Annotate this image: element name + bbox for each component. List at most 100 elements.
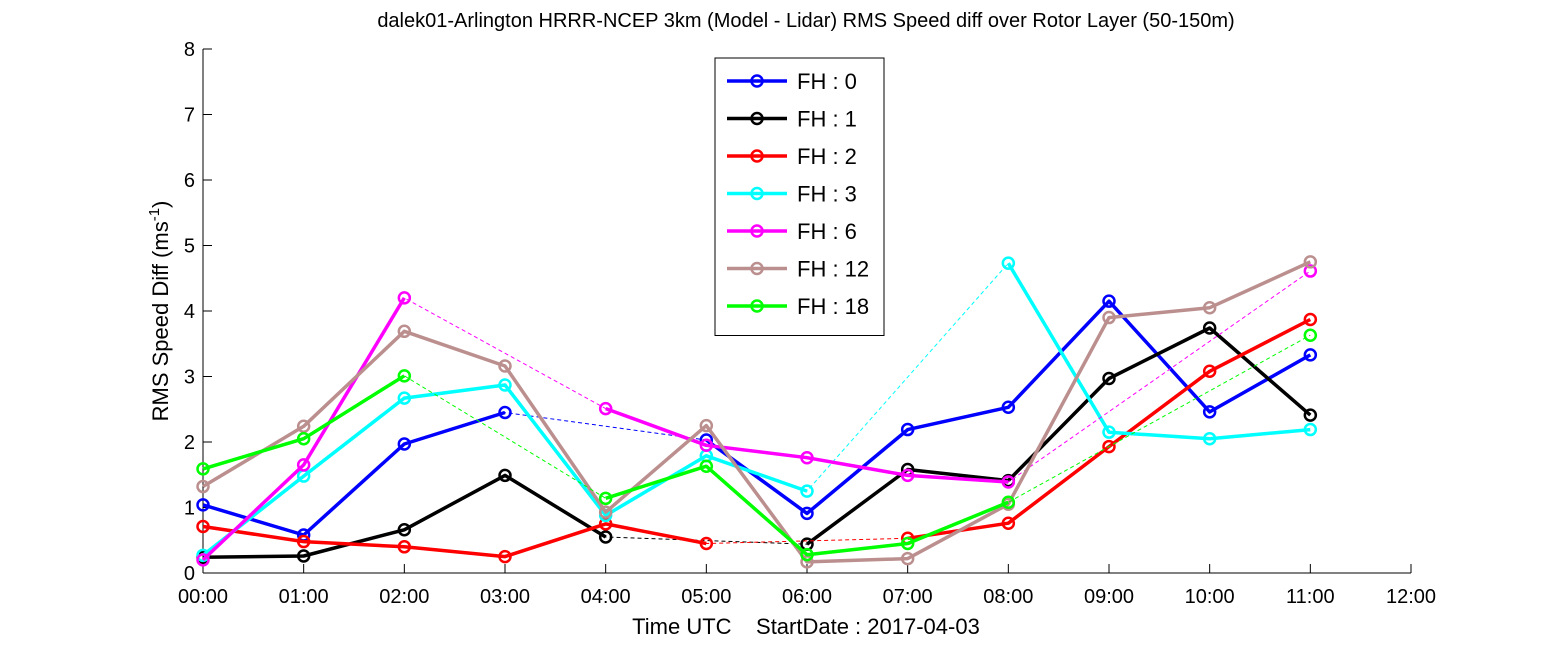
data-point bbox=[800, 506, 814, 521]
data-point bbox=[598, 530, 613, 544]
legend: FH : 0 FH : 1 FH : 2 FH : 3 FH : 6 FH : 12 FH … bbox=[714, 57, 885, 336]
data-point bbox=[296, 431, 311, 446]
data-point bbox=[1303, 422, 1318, 437]
data-point bbox=[900, 536, 915, 551]
data-point bbox=[196, 553, 210, 567]
data-point bbox=[1001, 516, 1016, 530]
data-point bbox=[1001, 495, 1016, 510]
y-tick-label: 5 bbox=[184, 236, 195, 258]
data-point bbox=[1001, 400, 1016, 415]
y-axis-label-superscript: -1 bbox=[146, 208, 163, 221]
legend-marker bbox=[750, 261, 764, 276]
data-point bbox=[1202, 405, 1217, 419]
data-point bbox=[196, 462, 210, 476]
data-point bbox=[598, 505, 613, 519]
data-point bbox=[296, 549, 311, 563]
data-point bbox=[1303, 264, 1318, 278]
legend-label: FH : 2 bbox=[797, 144, 857, 169]
y-tick-label: 8 bbox=[184, 39, 195, 61]
y-tick-label: 4 bbox=[184, 301, 195, 323]
y-axis-label: RMS Speed Diff (ms-1) bbox=[146, 201, 173, 422]
data-point bbox=[296, 534, 311, 549]
data-point bbox=[1303, 328, 1318, 342]
legend-marker bbox=[750, 74, 764, 88]
series-line bbox=[202, 473, 607, 560]
series-4 bbox=[196, 264, 1318, 567]
x-tick-label: 01:00 bbox=[279, 586, 329, 608]
data-point bbox=[598, 491, 613, 506]
data-point bbox=[397, 540, 412, 554]
x-tick-label: 10:00 bbox=[1185, 586, 1235, 608]
series-0 bbox=[196, 294, 1318, 542]
data-point bbox=[196, 479, 210, 494]
data-point bbox=[1303, 408, 1318, 422]
x-tick-label: 09:00 bbox=[1084, 586, 1134, 608]
series-line bbox=[201, 383, 808, 557]
y-tick-label: 3 bbox=[184, 367, 195, 389]
data-point bbox=[598, 401, 613, 416]
series-line bbox=[705, 299, 1312, 516]
series-line bbox=[201, 296, 406, 562]
legend-marker bbox=[750, 186, 764, 201]
x-axis-label: Time UTC StartDate : 2017-04-03 bbox=[632, 614, 980, 639]
data-point bbox=[1102, 439, 1116, 454]
data-point bbox=[1001, 256, 1016, 270]
data-point bbox=[498, 405, 512, 420]
legend-marker bbox=[750, 111, 764, 126]
data-point bbox=[196, 519, 210, 534]
data-point bbox=[900, 422, 915, 437]
data-point bbox=[699, 438, 714, 453]
data-point bbox=[1001, 475, 1016, 489]
data-point bbox=[397, 523, 412, 537]
data-point bbox=[699, 536, 714, 551]
series-line bbox=[202, 522, 707, 559]
y-tick-label: 7 bbox=[184, 105, 195, 127]
y-axis-label-main: RMS Speed Diff (ms bbox=[148, 221, 173, 421]
data-point bbox=[498, 468, 512, 483]
x-tick-label: 11:00 bbox=[1286, 586, 1335, 608]
data-point bbox=[1303, 348, 1318, 362]
y-tick-label: 6 bbox=[184, 170, 195, 192]
data-point bbox=[498, 549, 512, 564]
data-point bbox=[1102, 425, 1116, 439]
x-tick-label: 03:00 bbox=[480, 586, 530, 608]
data-point bbox=[1102, 310, 1116, 325]
data-point bbox=[1202, 431, 1217, 446]
y-tick-label: 1 bbox=[184, 498, 195, 520]
series-line bbox=[805, 326, 1312, 546]
x-tick-label: 00:00 bbox=[178, 586, 228, 608]
chart-title: dalek01-Arlington HRRR-NCEP 3km (Model -… bbox=[377, 10, 1234, 32]
data-point bbox=[800, 547, 814, 562]
x-tick-label: 07:00 bbox=[883, 586, 933, 608]
data-point bbox=[498, 378, 512, 392]
data-point bbox=[196, 498, 210, 512]
series-line bbox=[202, 410, 506, 537]
series-line bbox=[1006, 262, 1311, 441]
legend-label: FH : 12 bbox=[797, 257, 869, 282]
y-tick-label: 0 bbox=[184, 563, 195, 585]
legend-marker bbox=[750, 299, 764, 313]
data-point bbox=[296, 419, 311, 434]
legend-marker bbox=[750, 149, 764, 163]
series-gap-connector bbox=[202, 334, 1311, 556]
legend-label: FH : 6 bbox=[797, 219, 857, 244]
data-point bbox=[1303, 312, 1318, 327]
data-point bbox=[900, 551, 915, 566]
series-2 bbox=[196, 312, 1318, 564]
y-tick-label: 2 bbox=[184, 432, 195, 454]
data-point bbox=[1202, 364, 1217, 379]
legend-box bbox=[714, 57, 885, 336]
legend-label: FH : 3 bbox=[797, 182, 857, 207]
data-point bbox=[1202, 321, 1217, 335]
series-1 bbox=[196, 321, 1318, 565]
x-tick-label: 04:00 bbox=[581, 586, 631, 608]
data-point bbox=[800, 484, 814, 498]
data-point bbox=[397, 437, 412, 451]
series-line bbox=[605, 464, 1009, 557]
series-6 bbox=[196, 328, 1318, 562]
x-tick-label: 08:00 bbox=[983, 586, 1033, 608]
data-point bbox=[1202, 300, 1217, 315]
series-line bbox=[605, 406, 1009, 484]
